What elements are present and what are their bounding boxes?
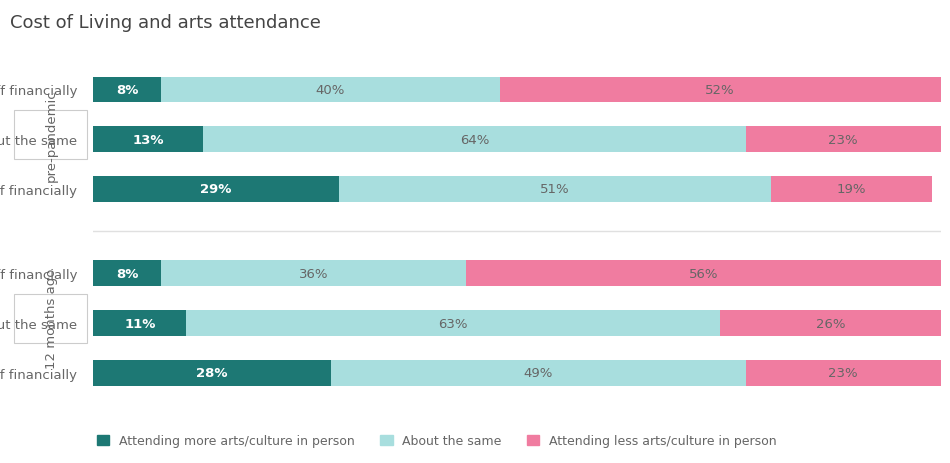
- Bar: [771, 176, 932, 202]
- Bar: [500, 77, 940, 103]
- Text: 23%: 23%: [828, 367, 858, 380]
- Bar: [331, 360, 746, 386]
- Bar: [720, 311, 940, 336]
- Text: 28%: 28%: [196, 367, 228, 380]
- Text: 8%: 8%: [116, 267, 139, 280]
- Bar: [466, 261, 940, 287]
- Bar: [339, 176, 771, 202]
- Text: 13%: 13%: [133, 133, 164, 146]
- Bar: [746, 127, 940, 153]
- Legend: Attending more arts/culture in person, About the same, Attending less arts/cultu: Attending more arts/culture in person, A…: [92, 429, 782, 452]
- Bar: [162, 77, 500, 103]
- Bar: [93, 261, 162, 287]
- Bar: [93, 176, 339, 202]
- Text: 36%: 36%: [299, 267, 329, 280]
- Bar: [93, 127, 203, 153]
- Bar: [186, 311, 720, 336]
- Bar: [13, 111, 87, 159]
- Text: 52%: 52%: [706, 84, 735, 97]
- Text: 19%: 19%: [837, 183, 866, 196]
- Text: pre-pandemic: pre-pandemic: [45, 89, 58, 181]
- Text: Cost of Living and arts attendance: Cost of Living and arts attendance: [10, 14, 320, 32]
- Bar: [93, 360, 331, 386]
- Text: 12 months ago: 12 months ago: [45, 269, 58, 369]
- Text: 63%: 63%: [439, 317, 468, 330]
- Text: 49%: 49%: [523, 367, 553, 380]
- Bar: [13, 294, 87, 343]
- Bar: [93, 77, 162, 103]
- Text: 26%: 26%: [816, 317, 846, 330]
- Text: 40%: 40%: [315, 84, 345, 97]
- Bar: [203, 127, 746, 153]
- Bar: [746, 360, 940, 386]
- Text: 64%: 64%: [460, 133, 489, 146]
- Bar: [162, 261, 466, 287]
- Bar: [93, 311, 186, 336]
- Text: 8%: 8%: [116, 84, 139, 97]
- Text: 23%: 23%: [828, 133, 858, 146]
- Text: 56%: 56%: [689, 267, 718, 280]
- Text: 11%: 11%: [124, 317, 156, 330]
- Text: 51%: 51%: [541, 183, 570, 196]
- Text: 29%: 29%: [200, 183, 232, 196]
